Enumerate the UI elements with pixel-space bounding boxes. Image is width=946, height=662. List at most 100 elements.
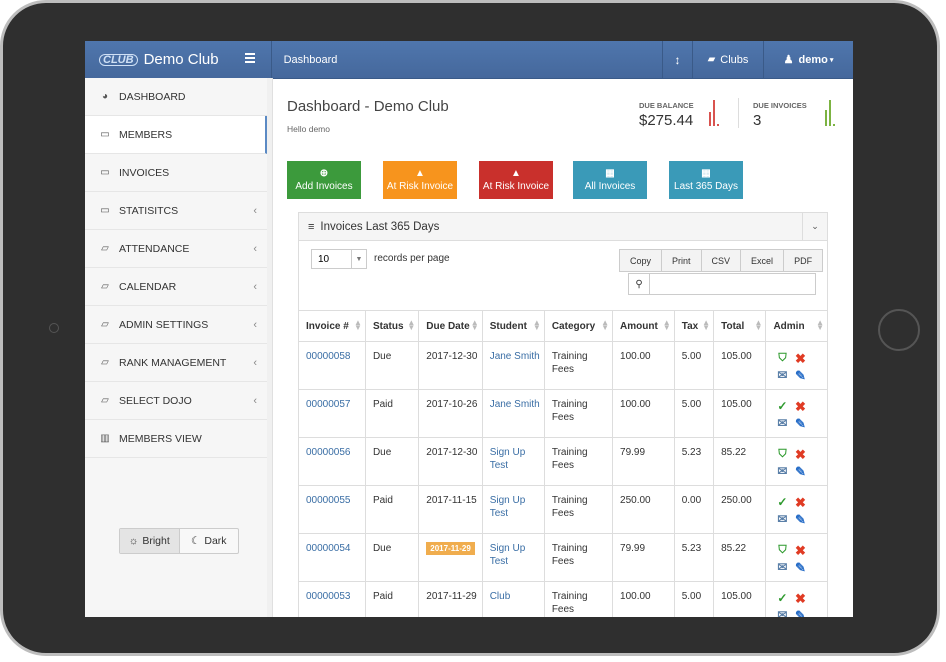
- student-link[interactable]: Sign Up Test: [489, 495, 526, 519]
- action-button-at-risk-invoice[interactable]: ▲ At Risk Invoice: [479, 161, 553, 199]
- hamburger-menu-icon[interactable]: [245, 53, 255, 63]
- collapse-chevron-icon[interactable]: ⌄: [802, 213, 827, 240]
- theme-bright-button[interactable]: ☼ Bright: [120, 529, 180, 553]
- export-pdf-button[interactable]: PDF: [784, 250, 823, 271]
- invoice-link[interactable]: 00000056: [306, 447, 351, 458]
- invoice-link[interactable]: 00000054: [306, 543, 351, 554]
- student-link[interactable]: Sign Up Test: [489, 447, 526, 471]
- edit-pencil-icon[interactable]: ✎: [794, 464, 806, 479]
- sidebar-item-select-dojo[interactable]: ▱ SELECT DOJO ‹: [85, 382, 267, 420]
- tax-cell: 5.00: [674, 341, 715, 390]
- action-button-all-invoices[interactable]: ▦ All Invoices: [573, 161, 647, 199]
- amount-text: 79.99: [620, 543, 646, 554]
- sidebar-item-dashboard[interactable]: ◕ DASHBOARD: [85, 78, 267, 116]
- pay-basket-icon[interactable]: ⛉: [778, 448, 787, 460]
- user-menu[interactable]: ♟ demo ▾: [763, 41, 853, 78]
- due-balance-stat: DUE BALANCE $275.44: [639, 101, 694, 129]
- column-header-admin[interactable]: Admin ▲ ▼: [765, 310, 827, 342]
- pay-basket-icon[interactable]: ⛉: [778, 544, 787, 556]
- invoice-link[interactable]: 00000055: [306, 495, 351, 506]
- student-link[interactable]: Sign Up Test: [489, 543, 526, 567]
- page-length-select[interactable]: 10 ▼: [311, 249, 367, 269]
- export-excel-button[interactable]: Excel: [741, 250, 785, 271]
- delete-icon[interactable]: ✖: [794, 495, 806, 510]
- total-text: 250.00: [721, 495, 752, 506]
- invoice-cell: 00000057: [299, 389, 366, 438]
- theme-dark-button[interactable]: ☾ Dark: [180, 529, 239, 553]
- table-row: 00000055 Paid 2017-11-15 Sign Up Test Traini…: [299, 485, 827, 534]
- sidebar-item-statisitcs[interactable]: ▭ STATISITCS ‹: [85, 192, 267, 230]
- delete-icon[interactable]: ✖: [794, 447, 806, 462]
- column-header-invoice[interactable]: Invoice # ▲ ▼: [299, 310, 366, 342]
- column-header-tax[interactable]: Tax ▲ ▼: [674, 310, 715, 342]
- column-header-amount[interactable]: Amount ▲ ▼: [612, 310, 675, 342]
- student-link[interactable]: Club: [489, 591, 511, 602]
- email-icon[interactable]: ✉: [777, 368, 788, 382]
- pay-basket-icon[interactable]: ⛉: [778, 352, 787, 364]
- search-input[interactable]: [650, 274, 815, 294]
- plus-circle-icon: ⊕: [319, 168, 329, 179]
- email-icon[interactable]: ✉: [777, 512, 788, 526]
- column-header-total[interactable]: Total ▲ ▼: [713, 310, 767, 342]
- sidebar-item-invoices[interactable]: ▭ INVOICES: [85, 154, 267, 192]
- delete-icon[interactable]: ✖: [794, 591, 806, 606]
- paid-check-icon[interactable]: ✓: [777, 495, 788, 509]
- edit-pencil-icon[interactable]: ✎: [794, 368, 806, 383]
- export-copy-button[interactable]: Copy: [620, 250, 663, 271]
- invoice-link[interactable]: 00000053: [306, 591, 351, 602]
- column-header-student[interactable]: Student ▲ ▼: [482, 310, 545, 342]
- folder-icon: ▱: [101, 395, 109, 406]
- sidebar-resize-handle[interactable]: [267, 78, 273, 617]
- edit-pencil-icon[interactable]: ✎: [794, 560, 806, 575]
- paid-check-icon[interactable]: ✓: [777, 399, 788, 413]
- status-cell: Due: [365, 533, 420, 582]
- action-button-last-365-days[interactable]: ▦ Last 365 Days: [669, 161, 743, 199]
- column-header-label: Admin: [773, 320, 805, 332]
- student-link[interactable]: Jane Smith: [489, 351, 540, 362]
- email-icon[interactable]: ✉: [777, 464, 788, 478]
- column-header-status[interactable]: Status ▲ ▼: [365, 310, 420, 342]
- sidebar-item-members-view[interactable]: ▥ MEMBERS VIEW: [85, 420, 267, 458]
- delete-icon[interactable]: ✖: [794, 543, 806, 558]
- nav-dashboard-link[interactable]: Dashboard: [271, 41, 349, 78]
- sidebar-item-attendance[interactable]: ▱ ATTENDANCE ‹: [85, 230, 267, 268]
- category-cell: Training Fees: [544, 581, 614, 617]
- action-button-add-invoices[interactable]: ⊕ Add Invoices: [287, 161, 361, 199]
- invoice-link[interactable]: 00000057: [306, 399, 351, 410]
- column-header-label: Category: [551, 320, 596, 332]
- export-print-button[interactable]: Print: [662, 250, 702, 271]
- tax-text: 5.23: [681, 543, 702, 554]
- brand-title: Demo Club: [143, 51, 219, 68]
- sidebar-item-label: ATTENDANCE: [119, 242, 190, 255]
- amount-cell: 250.00: [612, 485, 675, 534]
- nav-clubs-link[interactable]: ▰ Clubs: [692, 41, 763, 78]
- folder-icon: ▱: [101, 319, 109, 330]
- sidebar-item-calendar[interactable]: ▱ CALENDAR ‹: [85, 268, 267, 306]
- delete-icon[interactable]: ✖: [794, 399, 806, 414]
- export-csv-button[interactable]: CSV: [701, 250, 742, 271]
- email-icon[interactable]: ✉: [777, 416, 788, 430]
- email-icon[interactable]: ✉: [777, 608, 788, 618]
- delete-icon[interactable]: ✖: [794, 351, 806, 366]
- invoice-cell: 00000055: [299, 485, 366, 534]
- edit-pencil-icon[interactable]: ✎: [794, 416, 806, 431]
- action-button-at-risk-invoice[interactable]: ▲ At Risk Invoice: [383, 161, 457, 199]
- invoice-link[interactable]: 00000058: [306, 351, 351, 362]
- brand[interactable]: CLUB Demo Club: [85, 41, 272, 78]
- paid-check-icon[interactable]: ✓: [777, 591, 788, 605]
- status-cell: Paid: [365, 389, 420, 438]
- edit-pencil-icon[interactable]: ✎: [794, 608, 806, 617]
- home-button[interactable]: [878, 309, 920, 351]
- column-header-category[interactable]: Category ▲ ▼: [544, 310, 614, 342]
- email-icon[interactable]: ✉: [777, 560, 788, 574]
- column-header-due-date[interactable]: Due Date ▲ ▼: [418, 310, 483, 342]
- app-screen: CLUB Demo Club Dashboard ↕ ▰ Clubs ♟ dem…: [85, 41, 853, 617]
- amount-text: 79.99: [620, 447, 646, 458]
- invoice-cell: 00000053: [299, 581, 366, 617]
- sidebar-item-admin-settings[interactable]: ▱ ADMIN SETTINGS ‹: [85, 306, 267, 344]
- sidebar-item-rank-management[interactable]: ▱ RANK MANAGEMENT ‹: [85, 344, 267, 382]
- vertical-arrows-icon[interactable]: ↕: [662, 41, 692, 78]
- student-link[interactable]: Jane Smith: [489, 399, 540, 410]
- edit-pencil-icon[interactable]: ✎: [794, 512, 806, 527]
- sidebar-item-members[interactable]: ▭ MEMBERS: [85, 116, 267, 154]
